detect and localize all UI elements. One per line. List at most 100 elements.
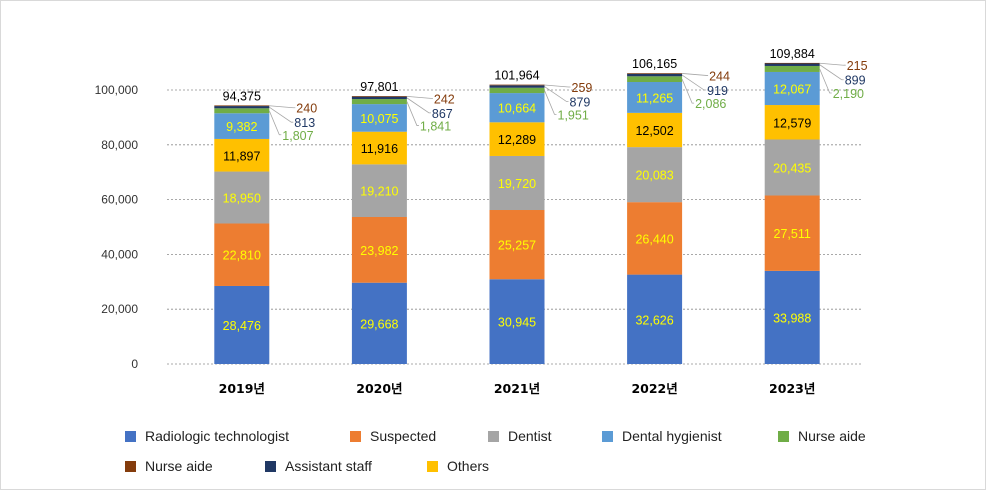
legend-item-nurse-aide-brown: Nurse aide — [125, 458, 213, 474]
total-label: 97,801 — [360, 80, 398, 94]
y-tick-label: 0 — [131, 357, 138, 371]
x-tick-label: 2023년 — [769, 381, 815, 396]
data-label: 29,668 — [360, 317, 398, 331]
callout-leader-line — [681, 78, 695, 104]
legend-item-dentist: Dentist — [488, 428, 552, 444]
callout-label: 2,190 — [833, 87, 864, 101]
legend-label: Dental hygienist — [622, 428, 722, 444]
bar-segment — [627, 202, 683, 275]
bar-segment — [489, 155, 545, 211]
legend-swatch-icon — [602, 430, 613, 442]
bar-segment — [489, 84, 545, 86]
data-label: 26,440 — [635, 232, 673, 246]
legend-swatch-icon — [488, 430, 499, 442]
bar-segment — [351, 96, 407, 100]
bar-segment — [764, 63, 820, 66]
legend-item-others: Others — [427, 458, 489, 474]
callout-leader-line — [406, 97, 431, 114]
total-label: 109,884 — [770, 47, 815, 61]
data-label: 19,720 — [498, 177, 536, 191]
total-label: 101,964 — [494, 69, 539, 83]
data-label: 20,083 — [635, 169, 673, 183]
legend-label: Assistant staff — [285, 458, 372, 474]
callout-leader-line — [819, 68, 832, 94]
legend-item-dental-hygienist: Dental hygienist — [602, 428, 722, 444]
bar-segment — [627, 76, 683, 83]
callout-leader-line — [681, 74, 707, 91]
legend-swatch-icon — [427, 460, 438, 472]
data-label: 27,511 — [774, 227, 811, 241]
callout-label: 240 — [296, 102, 317, 116]
legend-label: Radiologic technologist — [145, 428, 289, 444]
data-label: 12,289 — [498, 133, 536, 147]
x-tick-label: 2020년 — [356, 381, 402, 396]
legend-label: Suspected — [370, 428, 437, 444]
bar-segment — [764, 270, 820, 364]
bar-segment — [351, 99, 407, 105]
bar-segment — [351, 282, 407, 364]
bar-segment — [627, 73, 683, 74]
bar-segment — [214, 105, 270, 107]
data-label: 22,810 — [223, 249, 261, 263]
legend-label: Others — [447, 458, 490, 474]
bar-segment — [351, 96, 407, 97]
data-label: 11,265 — [636, 91, 673, 105]
bar-segment — [351, 164, 407, 217]
callout-leader-line — [682, 73, 709, 76]
y-tick-label: 80,000 — [101, 138, 138, 152]
bar-segment — [214, 113, 270, 139]
legend-label: Dentist — [508, 428, 552, 444]
y-tick-label: 40,000 — [101, 247, 138, 261]
bar-segment — [627, 274, 683, 364]
bar-segment — [627, 147, 683, 203]
callout-leader-line — [819, 62, 846, 66]
legend-swatch-icon — [778, 430, 789, 442]
data-label: 11,897 — [223, 149, 260, 163]
legend-item-radiologic-technologist: Radiologic technologist — [125, 428, 289, 444]
x-tick-label: 2022년 — [631, 381, 677, 396]
bar-segment — [214, 171, 270, 224]
callout-leader-line — [544, 84, 571, 88]
bar-segment — [214, 108, 270, 114]
data-label: 32,626 — [635, 313, 673, 327]
bar-segment — [764, 195, 820, 271]
legend-item-assistant-staff: Assistant staff — [265, 458, 372, 474]
data-label: 18,950 — [223, 192, 261, 206]
callout-leader-line — [406, 95, 433, 99]
callout-label: 2,086 — [695, 97, 726, 111]
bar-segment — [489, 93, 545, 123]
y-tick-label: 20,000 — [101, 302, 138, 316]
callout-label: 1,841 — [420, 120, 451, 134]
data-label: 10,075 — [360, 112, 398, 126]
data-label: 12,502 — [635, 124, 673, 138]
bar-segment — [351, 104, 407, 132]
data-label: 25,257 — [498, 239, 536, 253]
bar-segment — [489, 87, 545, 94]
callout-label: 259 — [572, 81, 593, 95]
total-label: 94,375 — [223, 89, 261, 103]
bar-segment — [764, 71, 820, 106]
bar-segment — [489, 210, 545, 280]
bar-segment — [489, 122, 545, 156]
callout-label: 1,951 — [558, 108, 589, 122]
callout-leader-line — [269, 106, 294, 123]
bar-segment — [214, 138, 270, 172]
total-label: 106,165 — [632, 57, 677, 71]
data-label: 23,982 — [360, 244, 398, 258]
bar-segment — [764, 65, 820, 72]
bar-segment — [351, 131, 407, 165]
callout-label: 1,807 — [282, 129, 313, 143]
x-tick-label: 2019년 — [219, 381, 265, 396]
legend-label: Nurse aide — [145, 458, 213, 474]
callout-label: 813 — [294, 116, 315, 130]
callout-label: 919 — [707, 84, 728, 98]
callout-leader-line — [819, 64, 844, 81]
bar-segment — [764, 62, 820, 64]
data-label: 11,916 — [361, 142, 398, 156]
bar-segment — [627, 82, 683, 113]
data-label: 20,435 — [773, 161, 811, 175]
callout-leader-line — [544, 86, 569, 102]
data-label: 19,210 — [360, 185, 398, 199]
